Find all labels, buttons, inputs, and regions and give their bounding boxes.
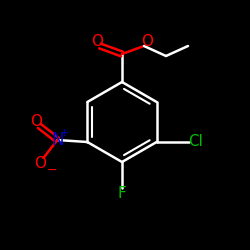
Text: Cl: Cl (188, 134, 203, 150)
Text: O: O (91, 34, 103, 48)
Text: F: F (118, 186, 126, 202)
Text: N: N (51, 131, 64, 149)
Text: +: + (60, 128, 69, 138)
Text: O: O (30, 114, 42, 128)
Text: −: − (47, 164, 58, 176)
Text: O: O (34, 156, 46, 170)
Text: O: O (141, 34, 153, 48)
